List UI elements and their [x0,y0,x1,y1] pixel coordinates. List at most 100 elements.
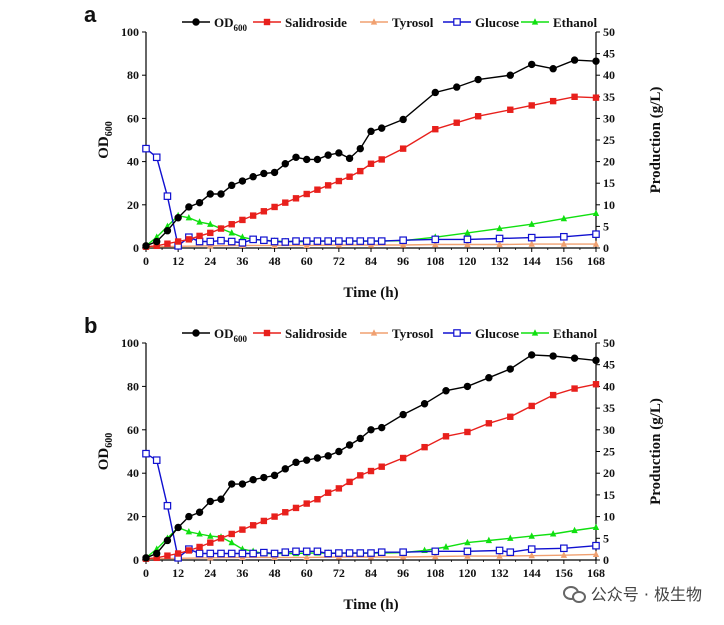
x-tick-label: 24 [204,254,216,268]
data-point [195,198,204,207]
y-left-axis-title: OD600 [96,433,115,471]
data-point [356,144,364,153]
x-tick-label: 0 [143,254,149,268]
data-point [303,190,310,198]
data-point [292,547,300,556]
data-point [324,489,332,496]
data-point [217,495,225,503]
series-od600 [142,56,600,250]
data-point [432,552,439,560]
data-point [174,214,182,222]
data-point [195,508,204,516]
data-point [528,102,535,109]
data-point [206,497,214,506]
data-point [185,213,193,221]
data-point [464,428,471,436]
data-point [442,543,450,550]
data-point [174,550,182,557]
y-left-axis-title-sub: 600 [104,121,115,136]
data-point [528,351,536,359]
y-right-tick-label: 50 [603,25,615,39]
data-point [196,232,203,240]
data-point [238,480,247,488]
x-tick-label: 120 [458,254,476,268]
y-left-tick-label: 20 [127,510,139,524]
x-tick-label: 48 [269,254,281,268]
x-tick-label: 36 [236,254,248,268]
data-point [356,434,364,443]
data-point [163,501,172,510]
data-point [463,235,472,244]
data-point [528,240,535,247]
data-point [217,535,225,542]
data-point [528,60,536,69]
legend-label: Tyrosol [392,15,434,30]
data-point [506,548,515,556]
data-point [399,454,407,462]
data-point [527,545,536,553]
y-right-tick-label: 30 [603,111,615,125]
legend-item-ethanol: Ethanol [521,326,597,341]
y-right-tick-label: 20 [603,155,615,169]
data-point [549,97,557,105]
x-tick-label: 120 [458,566,476,580]
data-point [592,240,600,247]
data-point [314,496,321,503]
legend-label: Salidroside [285,326,347,341]
data-point [303,155,311,164]
data-point [592,356,600,365]
data-point [495,546,504,555]
data-point [592,230,600,238]
legend-item-tyrosol: Tyrosol [360,326,434,341]
data-point [549,391,557,399]
data-point [282,199,289,206]
data-point [260,169,268,178]
legend-label-main: OD [214,326,234,341]
data-point [528,402,535,410]
panel-label: b [84,313,97,338]
data-point [432,126,439,133]
data-point [592,523,600,531]
data-point [185,512,193,521]
data-point [153,545,160,552]
legend-item-glucose: Glucose [443,326,519,341]
data-point [507,106,514,113]
legend-label-sub: 600 [234,334,248,344]
legend-item-tyrosol: Tyrosol [360,15,434,30]
x-tick-label: 84 [365,566,377,580]
data-point [270,168,279,177]
y-left-tick-label: 0 [133,241,139,255]
watermark: 公众号 · 极生物 [562,581,702,605]
data-point [153,242,160,250]
y-left-tick-label: 60 [127,111,139,125]
data-point [560,232,568,241]
data-point [260,517,268,525]
legend-label-main: Salidroside [285,326,347,341]
data-point [464,552,471,559]
x-tick-label: 72 [333,254,345,268]
data-point [506,71,514,79]
data-point [207,229,214,237]
data-point [463,547,472,556]
data-point [217,190,225,198]
series-glucose [142,144,600,250]
legend-item-od: OD600 [182,15,248,33]
data-point [335,447,343,456]
data-point [399,548,407,556]
data-point [164,552,171,559]
legend-label: Ethanol [553,15,597,30]
data-point [152,153,161,162]
y-right-tick-label: 10 [603,198,615,212]
y-right-tick-label: 40 [603,379,615,393]
y-right-tick-label: 35 [603,401,615,415]
y-right-tick-label: 0 [603,241,609,255]
y-right-tick-label: 15 [603,488,615,502]
data-point [249,549,257,558]
chart-panel-b: b0 12 24 36 48 60 72 84 96 108 120 132 144 156 1680204… [84,313,664,613]
data-point [592,94,600,101]
data-point [592,381,600,388]
x-tick-label: 48 [269,566,281,580]
data-point [324,151,332,159]
y-left-tick-label: 60 [127,423,139,437]
